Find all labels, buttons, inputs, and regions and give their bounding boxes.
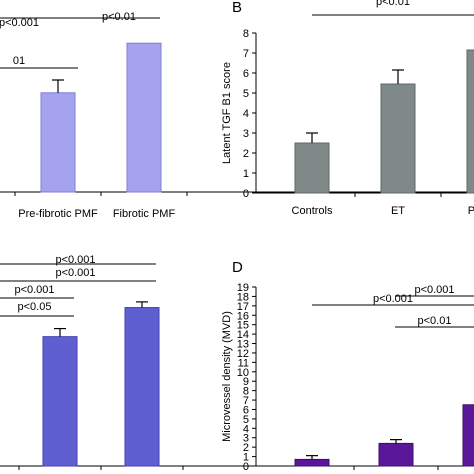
y-tick-label: 12 xyxy=(237,348,249,360)
y-tick-label: 2 xyxy=(243,442,249,454)
y-tick-label: 14 xyxy=(237,329,249,341)
bar xyxy=(294,458,330,467)
y-tick-label: 19 xyxy=(237,282,249,294)
bar xyxy=(378,442,414,467)
y-tick-label: 0 xyxy=(243,188,249,200)
x-category-label: ET xyxy=(391,205,405,217)
bar xyxy=(42,336,78,467)
y-tick-label: 7 xyxy=(243,395,249,407)
y-tick-label: 18 xyxy=(237,291,249,303)
y-tick-label: 1 xyxy=(243,168,249,180)
panel-a: Pre-fibrotic PMF Fibrotic PMF p<0.001 p<0.0… xyxy=(0,11,474,220)
significance-label: p<0.001 xyxy=(55,267,95,279)
y-tick-label: 6 xyxy=(243,404,249,416)
y-tick-label: 8 xyxy=(243,28,249,40)
y-tick-label: 16 xyxy=(237,310,249,322)
y-tick-label: 13 xyxy=(237,339,249,351)
significance-label: p<0.001 xyxy=(55,254,95,266)
significance-label: p<0.001 xyxy=(0,17,39,29)
y-tick-label: 0 xyxy=(243,461,249,473)
y-tick-label: 17 xyxy=(237,301,249,313)
x-category-label: Fibrotic PMF xyxy=(113,208,176,220)
y-tick-label: 5 xyxy=(243,88,249,100)
y-tick-label: 3 xyxy=(243,128,249,140)
panel-label-d: D xyxy=(232,259,243,276)
panel-label-b: B xyxy=(232,0,242,16)
y-tick-label: 4 xyxy=(243,108,249,120)
bar xyxy=(466,49,474,194)
x-category-label: Pre-fibrotic PMF xyxy=(18,208,98,220)
y-tick-label: 10 xyxy=(237,367,249,379)
bar xyxy=(40,92,76,193)
significance-label: 01 xyxy=(13,55,25,67)
significance-label: p<0.001 xyxy=(373,293,413,305)
significance-label: p<0.001 xyxy=(414,284,454,296)
y-tick-label: 9 xyxy=(243,376,249,388)
x-category-label: Controls xyxy=(292,205,333,217)
significance-label: p<0.05 xyxy=(18,301,52,313)
bar xyxy=(126,42,162,193)
y-tick-label: 4 xyxy=(243,423,249,435)
y-tick-label: 15 xyxy=(237,320,249,332)
bar xyxy=(124,307,160,467)
y-tick-label: 5 xyxy=(243,414,249,426)
bar xyxy=(294,142,330,194)
x-category-label: Pre-fib xyxy=(468,205,474,217)
significance-label: p<0.01 xyxy=(376,0,410,8)
y-tick-label: 11 xyxy=(238,357,249,369)
y-tick-label: 6 xyxy=(243,68,249,80)
y-tick-label: 7 xyxy=(243,48,249,60)
significance-label: p<0.01 xyxy=(418,315,452,327)
panel-d: 012345678910111213141516171819Microvesse… xyxy=(221,282,474,473)
y-tick-label: 3 xyxy=(243,433,249,445)
significance-label: p<0.01 xyxy=(102,11,136,23)
bar xyxy=(462,404,474,467)
y-tick-label: 8 xyxy=(243,386,249,398)
y-tick-label: 1 xyxy=(243,452,249,464)
y-axis-label: Latent TGF B1 score xyxy=(221,62,233,164)
bar xyxy=(380,83,416,194)
y-axis-label: Microvessel density (MVD) xyxy=(221,311,233,442)
significance-label: p<0.001 xyxy=(14,284,54,296)
panel-b: 0 1 2 3 4 5 6 7 8 Latent TGF B1 score Controls ET Pr… xyxy=(221,0,474,217)
y-tick-label: 2 xyxy=(243,148,249,160)
